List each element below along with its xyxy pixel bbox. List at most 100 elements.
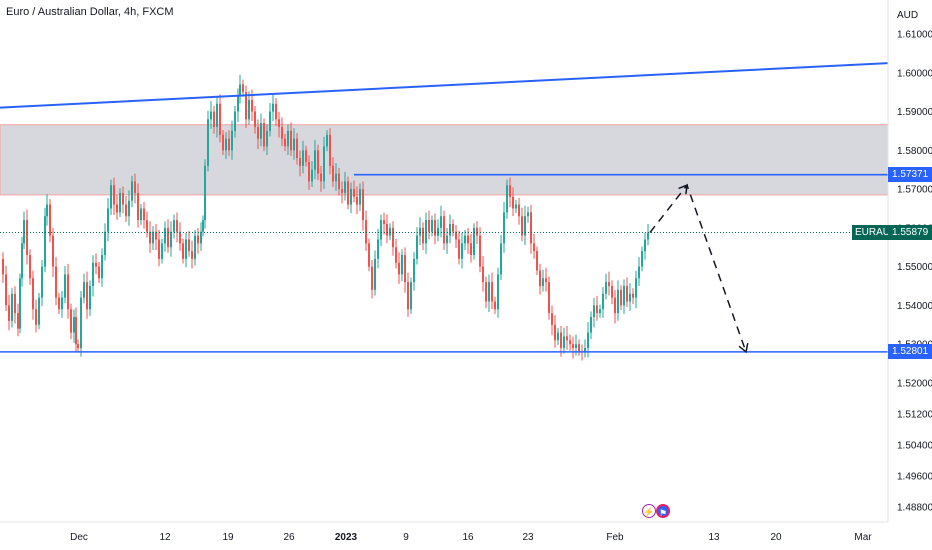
candle-body [542, 278, 544, 287]
candle-body [371, 266, 373, 290]
candle-body [219, 103, 221, 135]
candle-body [500, 243, 502, 275]
candle-body [26, 220, 28, 255]
candle-body [458, 239, 460, 259]
candle-body [80, 297, 82, 349]
candle-body [296, 138, 298, 159]
candle-body [113, 185, 115, 205]
candle-body [464, 235, 466, 244]
candle-body [611, 286, 613, 298]
candle-body [202, 220, 204, 232]
candle-body [104, 231, 106, 255]
y-tick-label: 1.60000 [897, 68, 932, 79]
candle-body [578, 344, 580, 352]
candle-body [359, 189, 361, 205]
candle-body [32, 278, 34, 310]
candle-body [225, 138, 227, 151]
x-tick-label: 13 [708, 532, 720, 543]
candle-body [173, 220, 175, 232]
candle-body [41, 266, 43, 298]
candle-body [266, 130, 268, 147]
x-tick-label: Dec [70, 532, 88, 543]
candle-body [278, 119, 280, 128]
lightning-icon[interactable]: ⚡ [642, 504, 656, 518]
candle-body [299, 158, 301, 166]
candle-body [287, 130, 289, 147]
candle-body [329, 134, 331, 166]
candle-body [545, 278, 547, 283]
candle-body [608, 282, 610, 287]
candle-body [341, 189, 343, 193]
x-tick-label: 9 [403, 532, 409, 543]
candle-body [479, 235, 481, 267]
candle-body [452, 223, 454, 232]
candle-body [14, 293, 16, 314]
candle-body [11, 293, 13, 321]
candle-body [605, 282, 607, 294]
candle-body [182, 243, 184, 259]
y-tick-label: 1.57000 [897, 185, 932, 196]
candle-body [320, 173, 322, 182]
candle-body [128, 200, 130, 217]
candle-body [110, 185, 112, 209]
candle-body [158, 239, 160, 259]
candle-body [86, 282, 88, 310]
candle-body [569, 340, 571, 345]
candle-body [29, 254, 31, 279]
candle-body [599, 309, 601, 314]
candle-body [73, 317, 75, 333]
candle-body [416, 235, 418, 259]
candle-body [75, 317, 77, 345]
candle-body [77, 344, 79, 349]
candle-body [311, 169, 313, 182]
y-tick-label: 1.54000 [897, 301, 932, 312]
flag-icon[interactable]: ⚑ [656, 504, 670, 518]
projection-arrowhead-up [678, 184, 688, 195]
candle-body [644, 239, 646, 252]
candle-body [95, 262, 97, 267]
candle-body [38, 297, 40, 325]
candle-body [374, 258, 376, 290]
candle-body [431, 220, 433, 232]
candle-body [536, 251, 538, 271]
candle-body [407, 282, 409, 310]
candle-body [119, 192, 121, 213]
candle-body [350, 189, 352, 205]
candle-body [473, 227, 475, 255]
candle-body [410, 282, 412, 310]
candle-body [170, 231, 172, 248]
candle-body [222, 134, 224, 151]
candle-body [488, 282, 490, 302]
y-tick-label: 1.58000 [897, 146, 932, 157]
candle-body [614, 297, 616, 314]
candle-body [548, 282, 550, 314]
candle-body [242, 84, 244, 93]
projection-arrowhead-down [738, 342, 749, 354]
candle-body [21, 243, 23, 279]
candle-body [470, 243, 472, 255]
candle-body [272, 103, 274, 112]
candle-body [383, 220, 385, 224]
candle-body [572, 344, 574, 349]
x-tick-label: 23 [522, 532, 534, 543]
candle-body [587, 332, 589, 349]
candle-body [389, 227, 391, 236]
candle-body [617, 289, 619, 314]
candle-body [131, 181, 133, 201]
candle-body [476, 227, 478, 236]
candle-body [560, 332, 562, 349]
candle-body [152, 231, 154, 244]
candle-body [437, 227, 439, 236]
candle-body [506, 185, 508, 213]
projection-path [649, 183, 747, 353]
candle-body [413, 258, 415, 283]
candle-body [356, 196, 358, 205]
candle-body [632, 293, 634, 298]
x-tick-label: Feb [606, 532, 624, 543]
x-tick-label: 20 [770, 532, 782, 543]
candle-body [194, 235, 196, 259]
x-tick-label: 2023 [335, 532, 358, 543]
candle-body [638, 266, 640, 279]
candle-body [204, 165, 206, 221]
